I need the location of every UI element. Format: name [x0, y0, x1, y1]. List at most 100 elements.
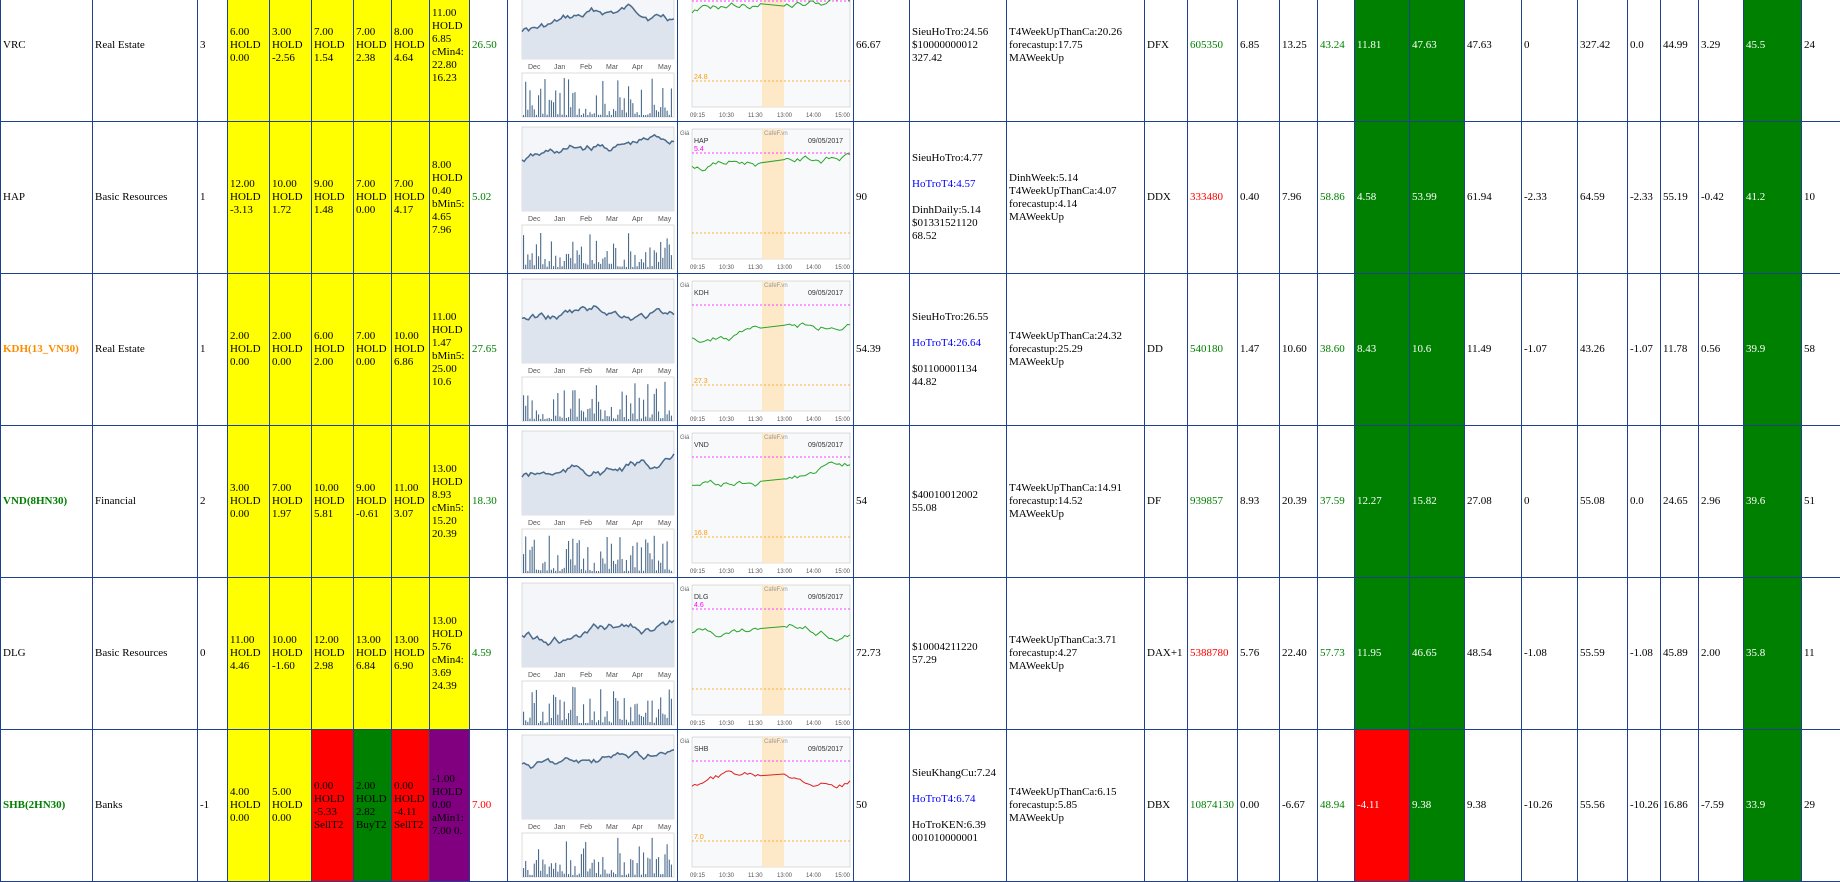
cell-line: 13.00 — [432, 615, 467, 628]
cell-line: -2.33 — [1524, 191, 1575, 204]
cell-line: 2.00 — [230, 330, 267, 343]
month-tick-label: Feb — [580, 216, 592, 223]
volume-bar — [632, 413, 633, 420]
volume-bar — [559, 864, 560, 876]
volume-bar — [662, 88, 663, 117]
hour-tick-label: 09:15 — [690, 721, 706, 727]
volume-bar — [583, 113, 584, 116]
month-tick-label: May — [658, 368, 672, 375]
cell-line: 24 — [1804, 39, 1839, 52]
volume-bar — [559, 570, 560, 572]
ticker-symbol[interactable]: SHB(2HN30) — [3, 799, 90, 812]
volume-bar — [555, 90, 556, 117]
cell-line: 11.81 — [1357, 39, 1407, 52]
value-cell: -2.33 — [1628, 122, 1661, 274]
volume-bar — [564, 260, 565, 268]
volume-bar — [553, 694, 554, 724]
volume-cell: 10874130 — [1188, 730, 1238, 882]
cell-line: HoTroT4:26.64 — [912, 337, 1004, 350]
cell-line: 24.65 — [1663, 495, 1696, 508]
sector-cell: Financial — [93, 426, 198, 578]
indicator-cell: 53.99 — [1410, 122, 1465, 274]
volume-bar — [555, 570, 556, 572]
volume-bar — [671, 698, 672, 724]
volume-bar — [566, 549, 567, 573]
cell-line: 16.86 — [1663, 799, 1696, 812]
cell-line: 0.00 — [394, 780, 427, 793]
cell-line: -1.07 — [1524, 343, 1575, 356]
volume-bar — [562, 720, 563, 725]
cell-line: Banks — [95, 799, 195, 812]
volume-bar — [562, 417, 563, 420]
value-cell: 6.85 — [1238, 0, 1280, 122]
volume-bar — [592, 259, 593, 268]
volume-bar — [538, 95, 539, 117]
cell-line: DFX — [1147, 39, 1185, 52]
value-cell: 58.86 — [1318, 122, 1355, 274]
ticker-symbol[interactable]: DLG — [3, 647, 90, 660]
volume-bar — [630, 403, 631, 421]
cell-line: 24.39 — [432, 680, 467, 693]
ticker-symbol[interactable]: VRC — [3, 39, 90, 52]
ticker-symbol[interactable]: VND(8HN30) — [3, 495, 90, 508]
volume-bar — [617, 559, 618, 572]
volume-bar — [534, 539, 535, 572]
month-tick-label: Dec — [528, 824, 541, 831]
volume-bar — [639, 397, 640, 420]
value-cell: 0.0 — [1628, 426, 1661, 578]
volume-bar — [641, 715, 642, 724]
cell-line: 13.00 — [432, 463, 467, 476]
cell-line: HOLD — [394, 39, 427, 52]
cell-line: 50 — [856, 799, 907, 812]
ticker-cell: VND(8HN30) — [1, 426, 93, 578]
volume-bar — [611, 722, 612, 724]
intraday-caption: CafeF.vn — [764, 739, 788, 745]
volume-bar — [594, 113, 595, 117]
cell-line: 327.42 — [1580, 39, 1625, 52]
month-tick-label: Jan — [554, 824, 565, 831]
cell-line: 10874130 — [1190, 799, 1235, 812]
volume-bar — [604, 257, 605, 269]
last-cell: 58 — [1802, 274, 1840, 426]
volume-bar — [596, 722, 597, 725]
cell-line: 15.82 — [1412, 495, 1462, 508]
ticker-symbol[interactable]: HAP — [3, 191, 90, 204]
rank-cell: -1 — [198, 730, 228, 882]
volume-bar — [523, 868, 524, 877]
cell-line: HOLD — [394, 495, 427, 508]
indicator-cell: 8.43 — [1355, 274, 1410, 426]
volume-bar — [654, 393, 655, 420]
cell-line: 11.00 — [230, 634, 267, 647]
code-cell: DF — [1145, 426, 1188, 578]
volume-bar — [600, 114, 601, 116]
volume-bar — [549, 703, 550, 724]
cell-line: $10000000012 — [912, 39, 1004, 52]
cell-line: 7.00 — [394, 178, 427, 191]
volume-bar — [652, 414, 653, 421]
cell-line: HOLD — [356, 39, 389, 52]
ticker-symbol[interactable]: KDH(13_VN30) — [3, 343, 90, 356]
volume-bar — [529, 874, 530, 876]
volume-bar — [566, 417, 567, 420]
month-tick-label: Jan — [554, 672, 565, 679]
volume-bar — [611, 543, 612, 572]
indicator-cell: 35.8 — [1744, 578, 1802, 730]
hour-tick-label: 15:00 — [835, 873, 851, 879]
volume-bar — [643, 114, 644, 116]
volume-bar — [540, 870, 541, 876]
volume-bar — [566, 841, 567, 877]
volume-bar — [592, 862, 593, 876]
value-cell: 47.63 — [1465, 0, 1522, 122]
cell-line: -4.11 — [394, 806, 427, 819]
month-tick-label: Apr — [632, 672, 644, 679]
volume-bar — [600, 874, 601, 877]
code-cell: DD — [1145, 274, 1188, 426]
month-tick-label: Feb — [580, 64, 592, 71]
value-cell: 0.0 — [1628, 0, 1661, 122]
